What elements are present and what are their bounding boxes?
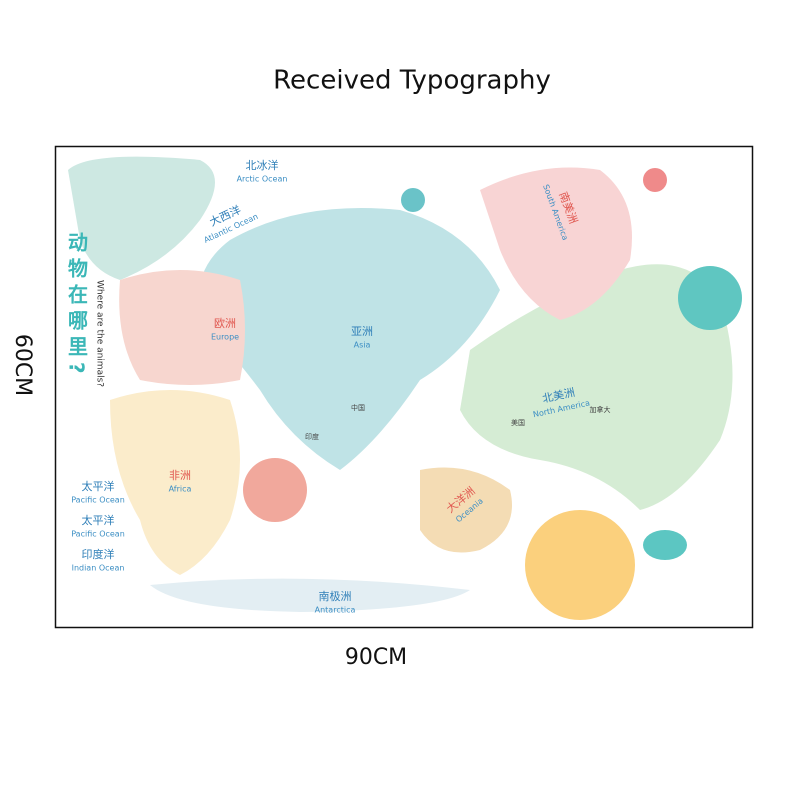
region-label: 北冰洋 Arctic Ocean: [237, 158, 288, 184]
region-name-zh: 太平洋: [82, 479, 115, 493]
antarctica-shape: [150, 578, 470, 612]
region-name-en: Pacific Ocean: [71, 530, 125, 539]
title: Received Typography: [273, 66, 551, 96]
oceania-shape: [420, 467, 512, 553]
map: [68, 156, 742, 620]
whale: [643, 530, 687, 560]
balloon: [678, 266, 742, 330]
region-name-zh: 非洲: [169, 469, 191, 482]
region-name-en: Pacific Ocean: [71, 496, 125, 505]
region-label: 太平洋 Pacific Ocean: [71, 479, 125, 505]
region-label: 欧洲 Europe: [211, 317, 239, 342]
region-name-zh: 南极洲: [319, 589, 352, 603]
region-label: 亚洲 Asia: [351, 325, 373, 350]
balloon: [643, 168, 667, 192]
map-subheading: Where are the animals?: [95, 280, 105, 387]
europe-shape: [119, 270, 245, 385]
africa-shape: [110, 390, 240, 575]
greenland-shape: [68, 156, 215, 280]
asia-shape: [198, 208, 500, 470]
region-name-en: Arctic Ocean: [237, 175, 288, 184]
map-heading: 动物在哪里?: [65, 232, 89, 380]
region-label: 印度洋 Indian Ocean: [72, 547, 125, 573]
region-name-zh: 太平洋: [82, 513, 115, 527]
country-label: 中国: [351, 403, 365, 412]
region-name-zh: 欧洲: [214, 317, 236, 330]
region-name-en: Africa: [169, 485, 192, 494]
region-name-zh: 亚洲: [351, 325, 373, 338]
region-name-zh: 印度洋: [82, 547, 115, 561]
region-name-zh: 北冰洋: [246, 158, 279, 172]
region-label: 南极洲 Antarctica: [315, 589, 356, 615]
region-label: 太平洋 Pacific Ocean: [71, 513, 125, 539]
country-label: 加拿大: [590, 405, 611, 414]
width-label: 90CM: [345, 645, 407, 670]
region-name-en: Antarctica: [315, 606, 356, 615]
balloon: [525, 510, 635, 620]
balloon: [243, 458, 307, 522]
north-america-shape: [460, 264, 733, 510]
country-label: 印度: [305, 432, 319, 441]
region-label: 非洲 Africa: [169, 469, 192, 494]
country-label: 美国: [511, 418, 525, 427]
height-label: 60CM: [10, 334, 35, 396]
region-name-en: Asia: [354, 341, 371, 350]
region-name-en: Europe: [211, 333, 239, 342]
balloon: [401, 188, 425, 212]
region-name-en: Indian Ocean: [72, 564, 125, 573]
south-america-shape: [480, 167, 632, 320]
